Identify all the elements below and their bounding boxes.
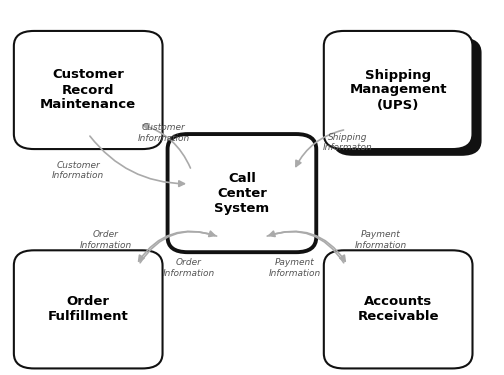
Text: Customer
Record
Maintenance: Customer Record Maintenance [40, 69, 136, 111]
FancyBboxPatch shape [14, 251, 162, 368]
Text: Accounts
Receivable: Accounts Receivable [357, 296, 439, 323]
Text: Shipping
Informaton: Shipping Informaton [323, 133, 372, 152]
FancyBboxPatch shape [167, 134, 317, 252]
FancyBboxPatch shape [324, 251, 473, 368]
Text: Call
Center
System: Call Center System [214, 172, 270, 214]
Text: Customer
Information: Customer Information [138, 123, 190, 143]
FancyBboxPatch shape [324, 31, 473, 149]
Text: Payment
Information: Payment Information [269, 258, 321, 278]
Text: Payment
Information: Payment Information [354, 230, 407, 250]
Text: Order
Fulfillment: Order Fulfillment [48, 296, 129, 323]
Text: Order
Information: Order Information [80, 230, 132, 250]
FancyBboxPatch shape [14, 31, 162, 149]
Text: Order
Information: Order Information [163, 258, 215, 278]
Text: Shipping
Management
(UPS): Shipping Management (UPS) [349, 69, 447, 111]
Text: Customer
Information: Customer Information [52, 161, 104, 180]
FancyBboxPatch shape [333, 38, 481, 156]
